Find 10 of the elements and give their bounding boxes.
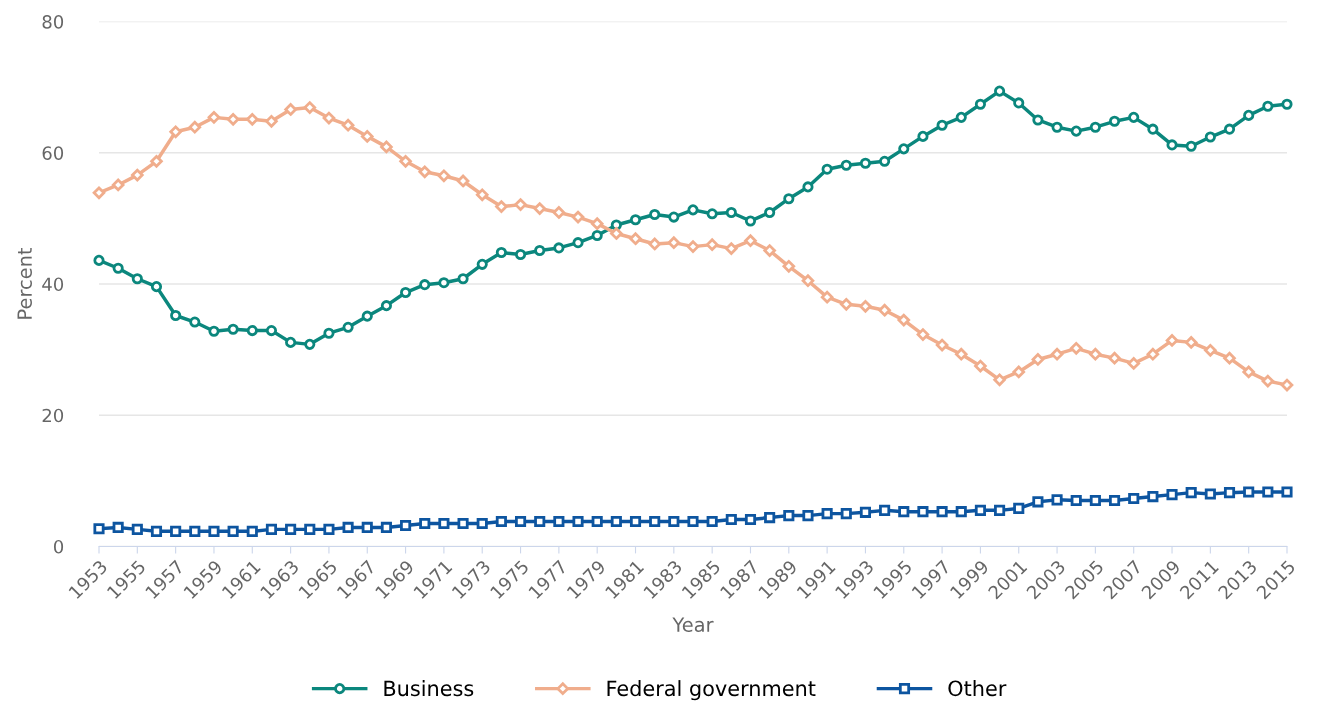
legend-label: Business (384, 680, 474, 697)
y-tick-label: 40 (42, 277, 64, 292)
y-tick-label: 20 (42, 408, 64, 423)
y-tick-label: 60 (42, 146, 64, 160)
legend-label: Other (948, 680, 1007, 697)
x-axis-title: Year (672, 617, 714, 633)
y-axis-title: Percent (17, 247, 32, 319)
legend-label: Federal government (607, 680, 816, 701)
y-tick-label: 0 (53, 539, 64, 554)
y-tick-label: 80 (42, 15, 64, 29)
